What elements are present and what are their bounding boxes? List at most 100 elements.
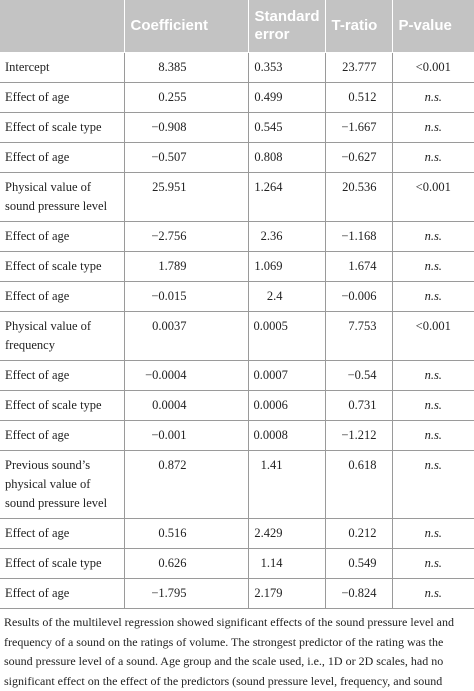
table-cell: 0.618 [324,450,393,519]
table-cell: 0.0006 [247,390,326,421]
table-cell: n.s. [391,390,474,421]
row-label: Effect of scale type [0,112,125,143]
row-label: Effect of scale type [0,390,125,421]
table-cell: 0.731 [324,390,393,421]
row-label: Intercept [0,52,125,83]
table-cell: 2.36 [247,221,326,252]
table-cell: 0.545 [247,112,326,143]
table-cell: n.s. [391,82,474,113]
table-cell: 1.14 [247,548,326,579]
row-label: Effect of age [0,281,125,312]
table-cell: −1.795 [123,578,249,609]
row-label: Effect of age [0,578,125,609]
table-cell: 0.353 [247,52,326,83]
table-cell: n.s. [391,281,474,312]
table-cell: 0.0037 [123,311,249,361]
header-row: Coefficient Standard error T-ratio P-val… [0,0,474,53]
table-cell: <0.001 [391,172,474,222]
row-label: Effect of scale type [0,251,125,282]
table-cell: n.s. [391,221,474,252]
table-cell: 2.4 [247,281,326,312]
table-cell: 1.41 [247,450,326,519]
table-row: Physical value of sound pressure level 25… [0,172,474,222]
table-cell: 2.429 [247,518,326,549]
table-row: Intercept 8.385 0.353 23.777 <0.001 [0,52,474,83]
table-cell: 0.0007 [247,360,326,391]
table-footnote: Results of the multilevel regression sho… [4,615,454,688]
table-cell: −1.667 [324,112,393,143]
row-label: Effect of age [0,142,125,173]
table-cell: 2.179 [247,578,326,609]
table-cell: n.s. [391,548,474,579]
table-cell: 0.512 [324,82,393,113]
table-row: Effect of age −0.507 0.808 −0.627 n.s. [0,142,474,173]
header-cell [0,0,125,53]
table-cell: −0.507 [123,142,249,173]
table-row: Previous sound’s physical value of sound… [0,450,474,519]
row-label: Effect of age [0,360,125,391]
table-cell: 1.069 [247,251,326,282]
header-cell: Coefficient [124,0,249,53]
table-cell: 7.753 [324,311,393,361]
table-cell: −0.627 [324,142,393,173]
row-label: Effect of age [0,221,125,252]
table-cell: 1.789 [123,251,249,282]
table-cell: −1.212 [324,420,393,451]
table-cell: −0.015 [123,281,249,312]
table-row: Effect of age −0.0004 0.0007 −0.54 n.s. [0,360,474,391]
table-cell: n.s. [391,450,474,519]
table-cell: <0.001 [391,52,474,83]
row-label: Effect of age [0,420,125,451]
table-cell: −0.908 [123,112,249,143]
table-cell: n.s. [391,112,474,143]
header-cell: P-value [392,0,474,53]
table-cell: 0.499 [247,82,326,113]
table-cell: −0.0004 [123,360,249,391]
table-cell: 1.674 [324,251,393,282]
table-cell: 0.549 [324,548,393,579]
table-cell: n.s. [391,251,474,282]
table-cell: −0.006 [324,281,393,312]
row-label: Previous sound’s physical value of sound… [0,450,125,519]
table-cell: 0.808 [247,142,326,173]
header-cell: T-ratio [325,0,393,53]
table-row: Effect of age 0.255 0.499 0.512 n.s. [0,82,474,113]
table-row: Effect of scale type 0.0004 0.0006 0.731 n.s… [0,390,474,421]
table-cell: −2.756 [123,221,249,252]
table-cell: 0.212 [324,518,393,549]
table-cell: 1.264 [247,172,326,222]
row-label: Physical value of frequency [0,311,125,361]
table-cell: n.s. [391,142,474,173]
table-cell: −0.54 [324,360,393,391]
row-label: Effect of age [0,518,125,549]
table-cell: 0.626 [123,548,249,579]
table-cell: n.s. [391,420,474,451]
table-cell: 20.536 [324,172,393,222]
table-row: Effect of scale type −0.908 0.545 −1.667 n.s… [0,112,474,143]
table-row: Effect of scale type 0.626 1.14 0.549 n.s. [0,548,474,579]
table-row: Effect of age −0.001 0.0008 −1.212 n.s. [0,420,474,451]
table-row: Effect of age 0.516 2.429 0.212 n.s. [0,518,474,549]
row-label: Effect of age [0,82,125,113]
table-cell: 0.0005 [247,311,326,361]
table-cell: −0.824 [324,578,393,609]
table-row: Effect of age −2.756 2.36 −1.168 n.s. [0,221,474,252]
table-row: Effect of scale type 1.789 1.069 1.674 n.s. [0,251,474,282]
table-row: Physical value of frequency 0.0037 0.0005 7… [0,311,474,361]
table-cell: n.s. [391,578,474,609]
table-body: Intercept 8.385 0.353 23.777 <0.001 Effect of… [0,52,474,609]
table-cell: 0.0008 [247,420,326,451]
table-cell: 0.516 [123,518,249,549]
row-label: Effect of scale type [0,548,125,579]
table-cell: n.s. [391,518,474,549]
row-label: Physical value of sound pressure level [0,172,125,222]
table-cell: 0.255 [123,82,249,113]
table-cell: 8.385 [123,52,249,83]
results-table: Coefficient Standard error T-ratio P-val… [0,0,474,609]
table-row: Effect of age −1.795 2.179 −0.824 n.s. [0,578,474,609]
table-cell: 0.872 [123,450,249,519]
table-cell: 23.777 [324,52,393,83]
table-cell: 0.0004 [123,390,249,421]
table-cell: <0.001 [391,311,474,361]
